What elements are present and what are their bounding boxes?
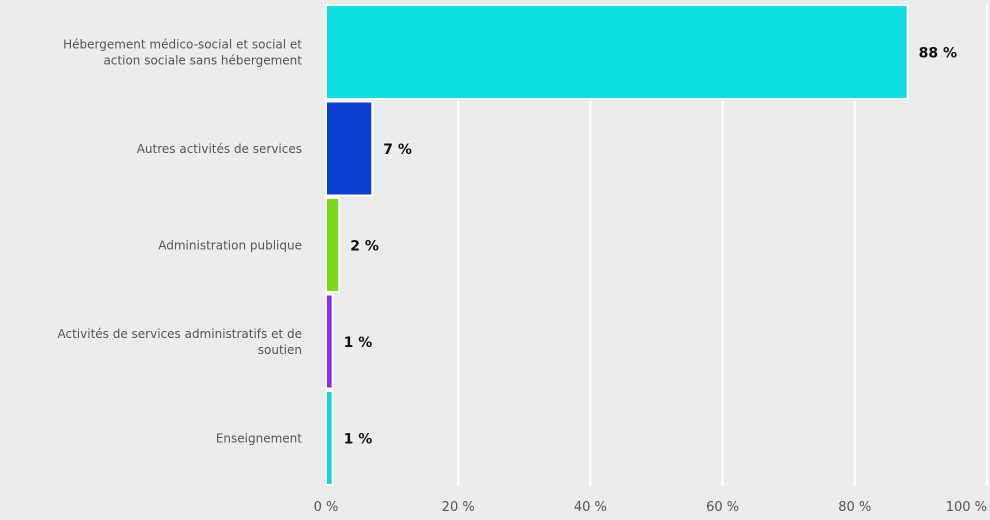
category-label-line: Hébergement médico-social et social et — [63, 37, 302, 51]
bar — [325, 390, 334, 486]
category-label-line: Administration publique — [158, 238, 302, 252]
x-tick-label: 60 % — [706, 500, 739, 515]
category-label-line: Autres activités de services — [137, 142, 302, 156]
category-label: Activités de services administratifs et … — [58, 327, 303, 357]
data-label: 1 % — [344, 431, 373, 447]
x-tick-label: 20 % — [442, 500, 475, 515]
category-label: Administration publique — [158, 238, 302, 252]
bar — [325, 293, 334, 390]
data-label: 2 % — [350, 238, 379, 254]
category-label-line: Activités de services administratifs et … — [58, 327, 303, 341]
x-tick-label: 80 % — [838, 500, 871, 515]
data-labels: 88 % 7 % 2 % 1 % 1 % — [344, 45, 957, 447]
bars — [325, 4, 909, 486]
x-tick-label: 40 % — [574, 500, 607, 515]
category-label-line: Enseignement — [216, 431, 302, 445]
category-labels: Hébergement médico-social et social et ac… — [58, 37, 303, 445]
category-label: Enseignement — [216, 431, 302, 445]
bar — [325, 4, 909, 100]
category-label: Hébergement médico-social et social et ac… — [63, 37, 302, 67]
bar — [325, 100, 374, 197]
category-label-line: action sociale sans hébergement — [103, 53, 302, 67]
category-label-line: soutien — [258, 343, 302, 357]
bar — [325, 197, 341, 293]
x-tick-label: 100 % — [946, 500, 987, 515]
data-label: 88 % — [919, 45, 957, 61]
data-label: 7 % — [383, 142, 412, 158]
x-tick-label: 0 % — [314, 500, 339, 515]
data-label: 1 % — [344, 335, 373, 351]
category-label: Autres activités de services — [137, 142, 302, 156]
x-axis-tick-labels: 0 % 20 % 40 % 60 % 80 % 100 % — [314, 500, 987, 515]
